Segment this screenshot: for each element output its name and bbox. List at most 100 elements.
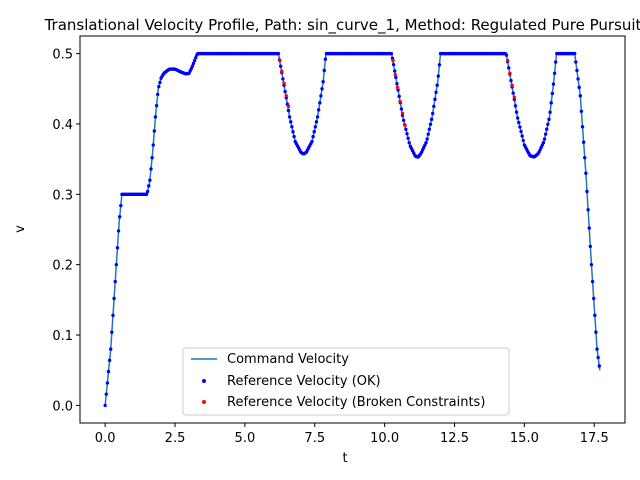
reference-point-ok xyxy=(311,134,315,139)
reference-point-ok xyxy=(429,117,434,122)
reference-point-ok xyxy=(312,129,316,134)
reference-point-ok xyxy=(289,120,293,124)
reference-point-ok xyxy=(153,115,158,119)
reference-point-broken xyxy=(510,83,514,87)
reference-point-ok xyxy=(315,115,320,119)
y-tick-label: 0.1 xyxy=(52,329,73,344)
reference-point-ok xyxy=(291,129,295,134)
reference-point-ok xyxy=(435,83,439,87)
chart-title: Translational Velocity Profile, Path: si… xyxy=(44,16,640,35)
reference-point-ok xyxy=(151,143,155,147)
reference-point-ok xyxy=(572,51,577,56)
reference-point-ok xyxy=(396,88,400,92)
reference-point-ok xyxy=(587,226,591,230)
reference-point-ok xyxy=(585,189,589,194)
reference-point-ok xyxy=(318,101,322,105)
reference-point-ok xyxy=(105,381,110,385)
reference-point-ok xyxy=(407,141,411,145)
reference-point-ok xyxy=(431,111,435,116)
reference-point-broken xyxy=(400,111,405,116)
legend-marker-broken xyxy=(202,400,206,404)
reference-point-ok xyxy=(593,313,597,318)
reference-point-ok xyxy=(314,120,319,124)
reference-point-ok xyxy=(574,60,578,64)
reference-point-ok xyxy=(546,122,550,127)
reference-point-broken xyxy=(278,58,282,63)
reference-point-ok xyxy=(594,330,598,334)
reference-point-ok xyxy=(290,125,294,129)
x-tick-label: 12.5 xyxy=(440,431,469,446)
reference-point-ok xyxy=(322,68,326,73)
reference-point-ok xyxy=(549,101,553,105)
reference-point-ok xyxy=(401,118,406,123)
reference-point-ok xyxy=(149,167,153,171)
reference-point-broken xyxy=(395,85,400,90)
reference-point-ok xyxy=(192,58,197,63)
reference-point-ok xyxy=(286,108,291,113)
legend-label-ok: Reference Velocity (OK) xyxy=(227,374,381,389)
reference-point-ok xyxy=(281,77,285,81)
reference-point-broken xyxy=(282,81,286,85)
reference-point-ok xyxy=(586,208,590,212)
reference-point-ok xyxy=(112,296,116,301)
reference-point-ok xyxy=(103,403,107,408)
reference-point-ok xyxy=(428,122,433,127)
reference-point-ok xyxy=(144,192,149,197)
reference-point-ok xyxy=(106,369,111,374)
y-axis-label: v xyxy=(13,225,28,233)
reference-point-ok xyxy=(145,189,150,194)
reference-point-ok xyxy=(584,171,588,175)
legend-marker-ok xyxy=(202,379,206,383)
reference-point-broken xyxy=(398,99,402,104)
reference-point-ok xyxy=(114,262,119,267)
reference-point-ok xyxy=(576,77,580,81)
plot-area xyxy=(103,51,601,408)
reference-point-ok xyxy=(406,136,410,141)
x-tick-label: 10.0 xyxy=(370,431,399,446)
axes-frame xyxy=(79,35,626,424)
x-tick-label: 17.5 xyxy=(580,431,609,446)
x-tick-label: 2.5 xyxy=(165,431,186,446)
reference-point-ok xyxy=(521,138,525,143)
legend-label-command: Command Velocity xyxy=(227,352,349,367)
reference-point-broken xyxy=(286,104,291,109)
reference-point-ok xyxy=(588,244,593,249)
reference-point-ok xyxy=(310,139,314,144)
reference-point-ok xyxy=(547,117,551,122)
reference-point-broken xyxy=(403,123,407,128)
reference-point-ok xyxy=(399,107,404,111)
reference-point-ok xyxy=(323,57,328,61)
x-tick-label: 0.0 xyxy=(95,431,116,446)
reference-point-ok xyxy=(575,68,579,73)
reference-point-broken xyxy=(508,71,512,75)
reference-point-ok xyxy=(519,129,523,134)
reference-point-ok xyxy=(595,347,599,351)
reference-point-ok xyxy=(581,140,586,144)
reference-point-ok xyxy=(194,56,198,60)
x-tick-label: 7.5 xyxy=(304,431,325,446)
reference-point-ok xyxy=(580,125,585,129)
reference-point-ok xyxy=(189,67,193,71)
reference-point-broken xyxy=(391,58,395,63)
reference-point-ok xyxy=(518,125,522,129)
reference-point-ok xyxy=(433,97,437,102)
reference-point-ok xyxy=(504,53,509,57)
reference-point-ok xyxy=(514,110,519,114)
reference-point-ok xyxy=(109,347,113,351)
y-tick-label: 0.0 xyxy=(52,399,73,414)
reference-point-ok xyxy=(548,110,552,114)
reference-point-ok xyxy=(578,94,582,98)
reference-point-ok xyxy=(592,296,596,301)
reference-point-ok xyxy=(116,229,121,233)
reference-point-ok xyxy=(150,156,154,160)
reference-point-ok xyxy=(552,71,557,75)
reference-point-ok xyxy=(395,81,399,86)
reference-point-ok xyxy=(520,134,524,138)
reference-point-ok xyxy=(541,141,546,145)
reference-point-ok xyxy=(391,62,396,67)
reference-point-ok xyxy=(404,127,408,131)
reference-point-ok xyxy=(113,279,117,284)
reference-point-ok xyxy=(393,69,397,73)
reference-point-ok xyxy=(589,262,594,267)
reference-point-ok xyxy=(110,330,114,334)
